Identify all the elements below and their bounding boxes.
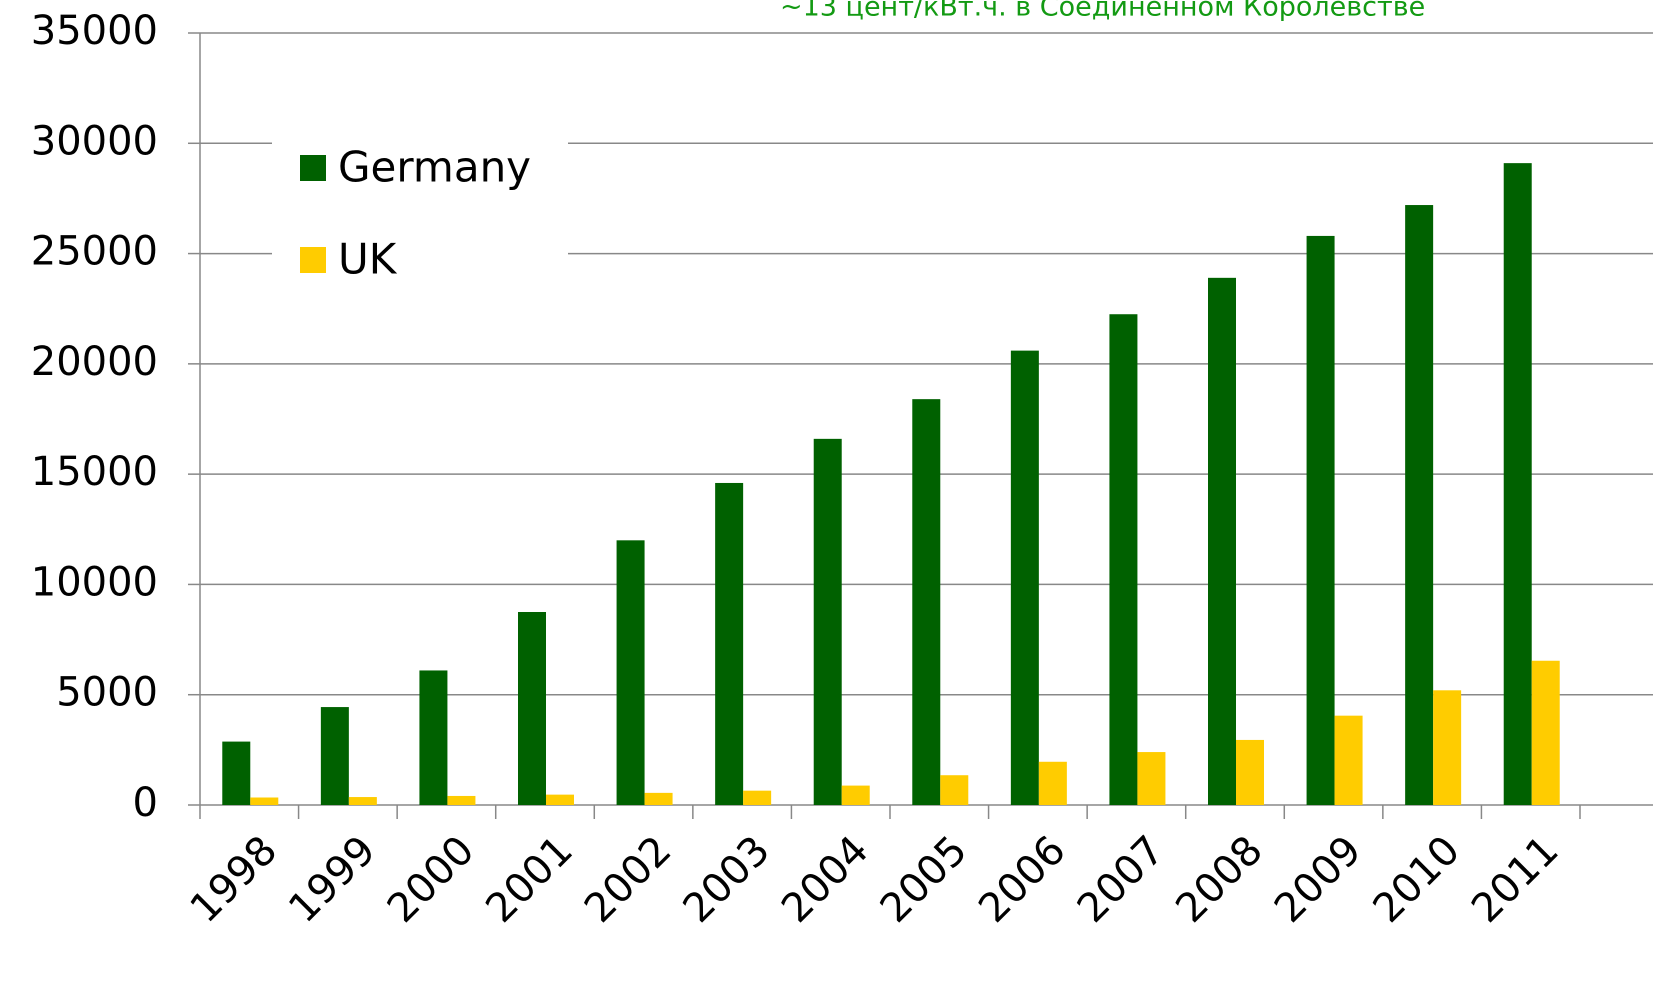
x-tick-label: 2000 <box>379 827 484 932</box>
bar <box>348 797 377 805</box>
bar <box>1010 350 1039 805</box>
bar <box>1503 163 1532 805</box>
x-tick-label: 2001 <box>477 827 582 932</box>
bar <box>447 795 476 805</box>
y-tick-label: 30000 <box>31 118 158 164</box>
bar <box>841 785 870 805</box>
bar <box>644 792 673 805</box>
y-tick-label: 0 <box>133 780 158 826</box>
bar <box>743 790 772 805</box>
bar <box>1038 761 1067 805</box>
y-tick-label: 15000 <box>31 449 158 495</box>
bar <box>1208 277 1236 805</box>
x-tick-label: 2009 <box>1266 827 1371 932</box>
x-tick-label: 2011 <box>1463 827 1568 932</box>
x-tick-label: 1998 <box>182 827 287 932</box>
bar <box>546 794 574 805</box>
x-tick-label: 2007 <box>1069 827 1174 932</box>
x-tick-label: 2010 <box>1364 827 1469 932</box>
bar <box>518 612 546 805</box>
bar <box>1236 739 1264 805</box>
legend-swatch <box>300 247 326 273</box>
y-tick-label: 35000 <box>31 8 158 54</box>
y-tick-label: 20000 <box>31 339 158 385</box>
bar <box>250 797 279 805</box>
x-tick-label: 2004 <box>773 827 878 932</box>
bar <box>222 741 251 805</box>
x-tick-label: 2003 <box>674 827 779 932</box>
bar <box>616 540 645 805</box>
bar <box>419 670 448 805</box>
legend-label: Germany <box>338 143 531 192</box>
y-tick-label: 10000 <box>31 559 158 605</box>
x-tick-label: 2005 <box>872 827 977 932</box>
y-tick-label: 25000 <box>31 229 158 275</box>
bar <box>813 438 842 805</box>
bar <box>1306 235 1335 805</box>
y-tick-label: 5000 <box>56 670 158 716</box>
bar <box>1531 660 1560 805</box>
bar <box>1109 314 1138 805</box>
chart-title: ~13 цент/кВт.ч. в Соединенном Королевств… <box>780 0 1425 23</box>
bar <box>1433 690 1462 805</box>
x-tick-label: 1999 <box>280 827 385 932</box>
legend-label: UK <box>338 235 398 284</box>
x-tick-label: 2006 <box>970 827 1075 932</box>
x-tick-label: 2008 <box>1167 827 1272 932</box>
bar <box>912 399 941 805</box>
bar <box>715 482 744 805</box>
bar <box>1334 715 1363 805</box>
bar <box>940 775 969 805</box>
legend-swatch <box>300 155 326 181</box>
bar <box>1137 752 1166 805</box>
bar <box>1405 205 1434 805</box>
x-tick-label: 2002 <box>576 827 681 932</box>
bar <box>320 707 349 805</box>
